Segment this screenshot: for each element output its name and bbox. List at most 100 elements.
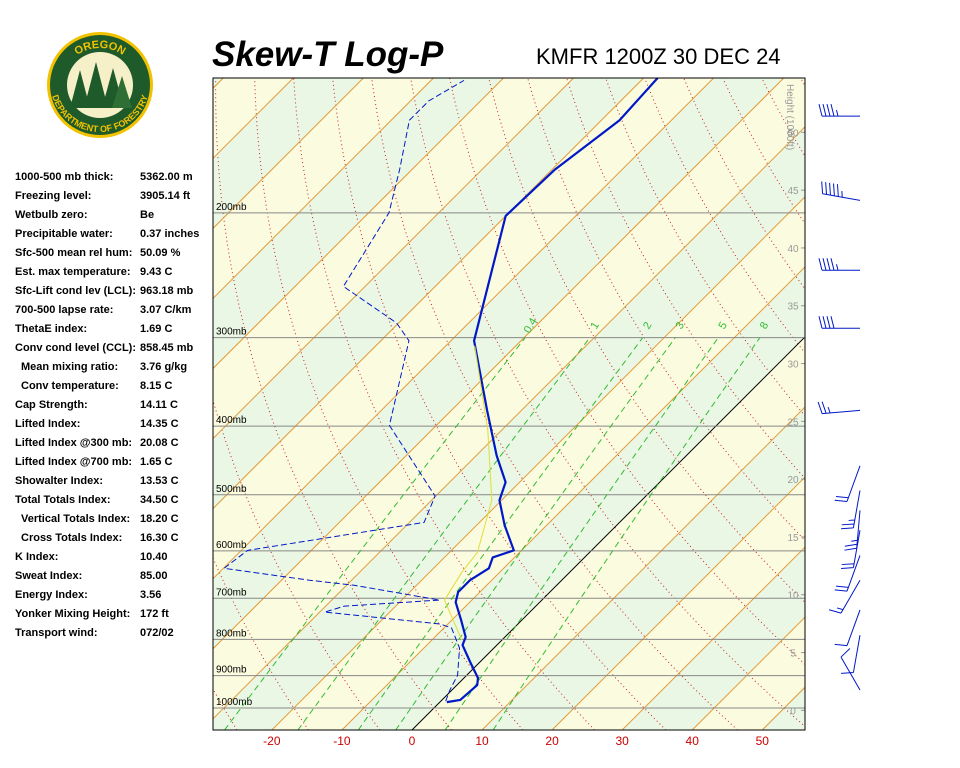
index-label: Wetbulb zero: [15,209,88,221]
index-label: Lifted Index: [15,418,80,430]
index-label: Transport wind: [15,627,98,639]
logo-top-text: OREGON [73,39,128,58]
dry-adiabat [683,78,805,290]
plot-area [213,78,960,730]
wind-barb-shape [818,258,860,271]
dry-adiabat [644,78,805,354]
height-label: 30 [787,360,799,371]
mixing-ratio-line [492,337,761,730]
wind-barb-shape [840,648,861,691]
dry-adiabat [410,78,805,728]
wind-barb [828,579,861,614]
x-tick-label: -10 [333,734,351,748]
wind-barb [841,530,861,570]
index-label: Sfc-500 mean rel hum: [15,247,132,259]
index-value: 8.15 C [140,380,172,392]
wind-barb [840,648,861,691]
wind-barb [818,316,860,329]
index-label: Sfc-Lift cond lev (LCL): [15,285,136,297]
index-label: 1000-500 mb thick: [15,171,113,183]
index-value: 13.53 C [140,475,179,487]
isotherm [213,78,434,300]
chart-subtitle: KMFR 1200Z 30 DEC 24 [536,44,781,69]
index-value: 50.09 % [140,247,181,259]
logo: OREGON DEPARTMENT OF FORESTRY [47,32,153,138]
pressure-label: 600mb [216,540,247,551]
isotherm [213,78,504,370]
index-label: Yonker Mixing Height: [15,608,130,620]
pressure-label: 800mb [216,628,247,639]
index-value: 20.08 C [140,437,179,449]
index-label: Mean mixing ratio: [21,361,118,373]
isotherm [341,266,805,730]
wind-barb [844,510,861,551]
wind-barb-shape [834,465,861,502]
wind-barb [834,465,861,502]
logo-top-path: OREGON [73,39,128,58]
index-value: 072/02 [140,627,174,639]
isotherm [271,196,805,730]
wind-barb-shape [818,103,860,117]
wind-barb-shape [841,490,861,530]
index-value: 172 ft [140,608,169,620]
mixing-ratio-line [224,337,526,730]
wind-barb-shape [828,579,861,614]
x-tick-label: 50 [756,734,770,748]
logo-tree [70,70,90,108]
height-label: 15 [787,533,799,544]
wind-barb [834,609,861,647]
isotherm [691,616,805,730]
pressure-label: 700mb [216,587,247,598]
profile-line [446,78,659,704]
x-tick-label: 30 [615,734,629,748]
isotherm [213,126,805,720]
height-label: 20 [787,475,799,486]
wind-barb [817,401,861,415]
wind-barb-shape [844,510,861,551]
index-value: 5362.00 m [140,171,193,183]
index-value: 3.76 g/kg [140,361,187,373]
wind-barb-shape [821,181,861,201]
height-label: 10 [787,591,799,602]
mixing-ratio-label: 5 [716,320,729,331]
index-label: Cap Strength: [15,399,88,411]
x-tick-label: -20 [263,734,281,748]
height-label: 40 [787,244,799,255]
index-value: 858.45 mb [140,342,193,354]
index-value: 3.07 C/km [140,304,192,316]
pressure-label: 300mb [216,327,247,338]
index-label: Energy Index: [15,589,88,601]
mixing-ratio-line [297,337,591,730]
index-value: 963.18 mb [140,285,193,297]
index-value: 3.56 [140,589,161,601]
index-label: Lifted Index @700 mb: [15,456,132,468]
index-value: 14.11 C [140,399,178,411]
height-label: 50 [787,128,799,139]
height-label: 0 [790,706,796,717]
freezing-isotherm [411,336,805,730]
wind-barb [834,555,861,592]
dry-adiabat [449,78,805,665]
pressure-label: 1000mb [216,697,253,708]
height-axis-label: Height (1000ft) [784,84,795,150]
x-tick-label: 10 [475,734,489,748]
pressure-label: 400mb [216,415,247,426]
index-value: Be [140,209,154,221]
mixing-ratio-label: 8 [758,320,771,331]
pressure-label: 900mb [216,665,247,676]
isotherm [213,78,644,510]
height-label: 25 [787,417,799,428]
index-label: Total Totals Index: [15,494,111,506]
height-label: 35 [787,302,799,313]
isotherm [621,546,805,730]
index-label: Precipitable water: [15,228,113,240]
index-value: 1.65 C [140,456,172,468]
dry-adiabat [800,78,805,87]
pressure-label: 500mb [216,484,247,495]
indices-table: 1000-500 mb thick: 5362.00 m Freezing leve… [15,171,199,639]
isotherm [481,406,805,730]
wind-barbs [817,103,861,691]
dry-adiabat [840,78,960,730]
index-label: K Index: [15,551,58,563]
